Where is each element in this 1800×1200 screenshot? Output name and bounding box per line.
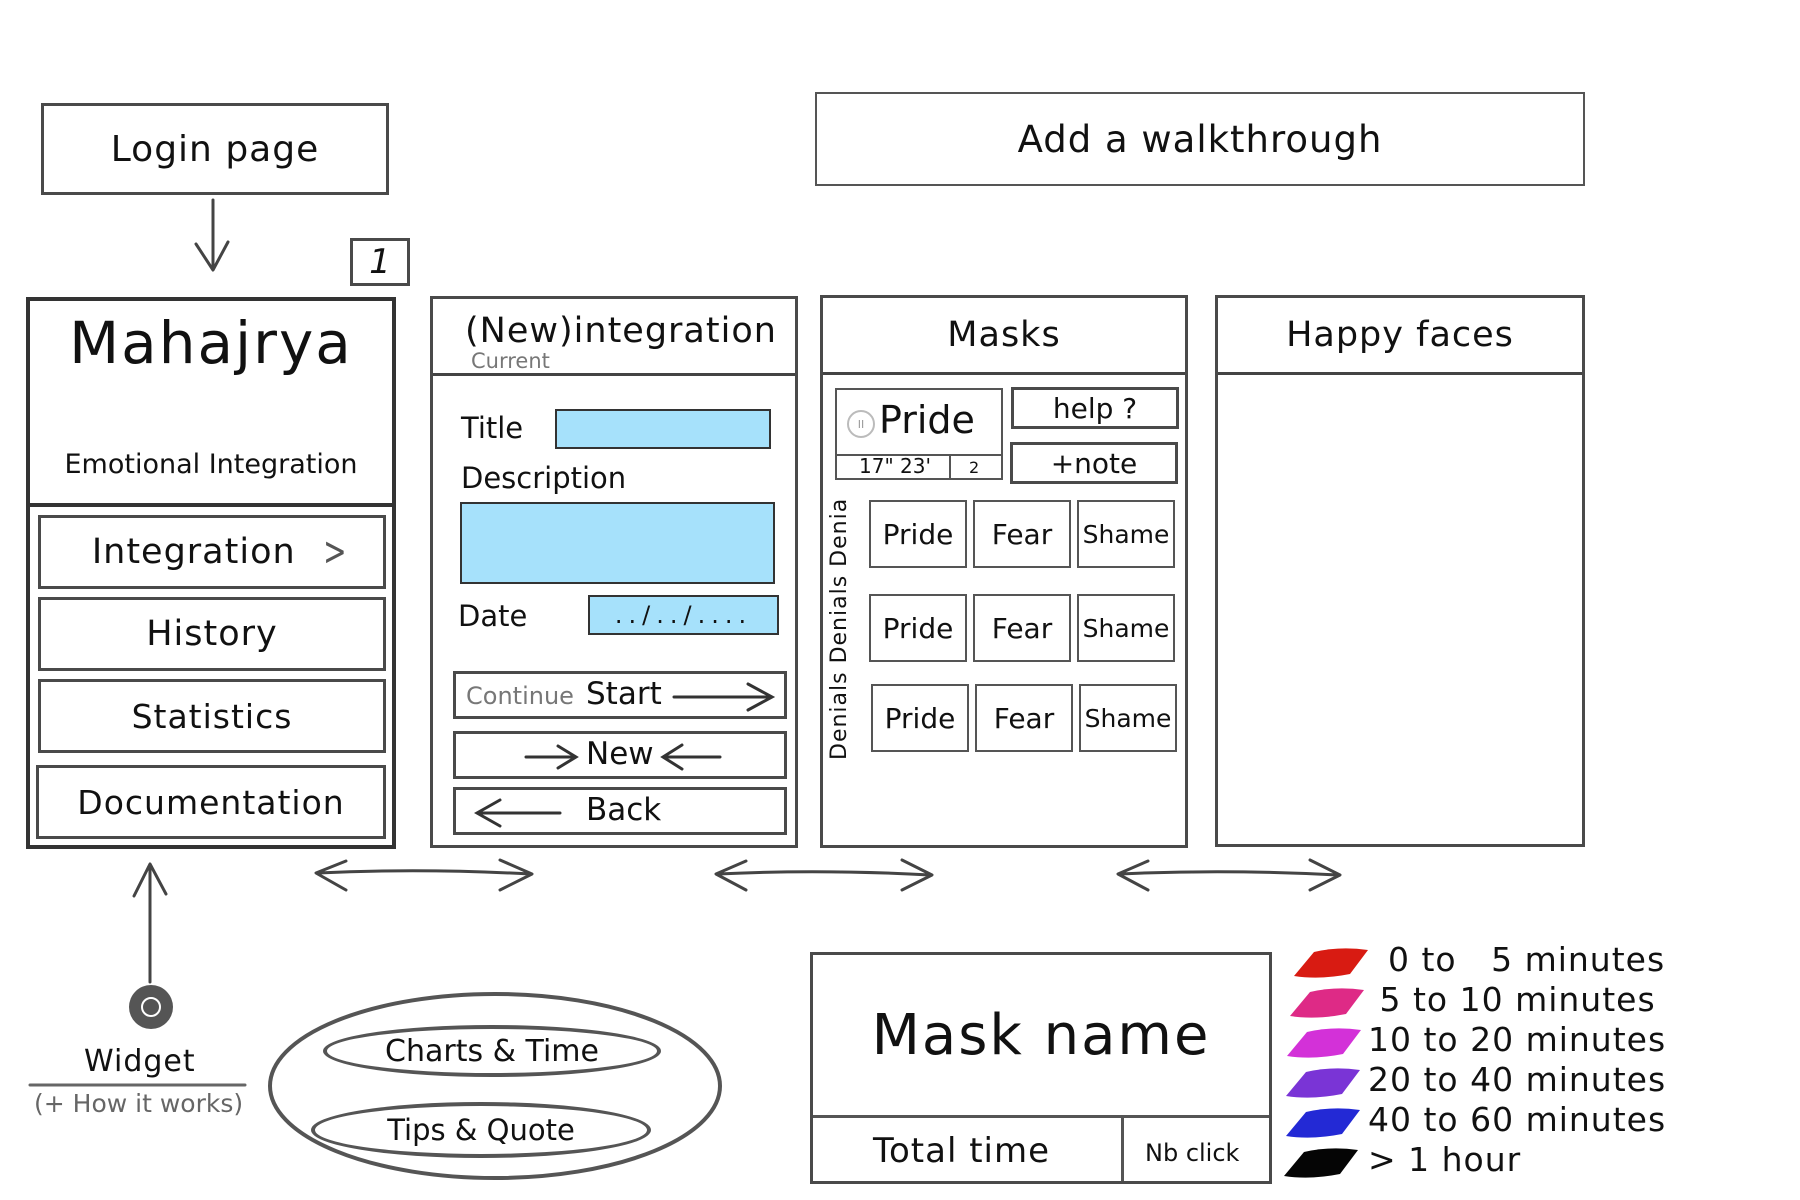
legend-swatch	[1287, 1028, 1361, 1058]
title-input[interactable]	[555, 409, 771, 449]
arrow-right-icon	[672, 680, 776, 718]
app-subtitle: Emotional Integration	[64, 449, 358, 480]
mask-pride-button[interactable]: Pride	[869, 594, 967, 662]
menu-item-history[interactable]: History	[38, 597, 386, 671]
chevron-right-icon: >	[322, 529, 348, 575]
description-input[interactable]	[460, 502, 775, 584]
integration-title-prefix: (New)	[465, 311, 574, 351]
widget-label: Widget	[84, 1044, 196, 1079]
new-label: New	[586, 736, 654, 772]
app-name: Mahajrya	[69, 309, 353, 377]
legend-swatch	[1286, 1108, 1360, 1138]
current-mask-panel: II Pride 17" 23' 2	[835, 388, 1003, 480]
arrow-right-icon	[524, 740, 580, 778]
arrow-left-icon	[473, 796, 564, 834]
continue-label: Continue	[466, 682, 574, 710]
add-walkthrough-box[interactable]: Add a walkthrough	[815, 92, 1585, 186]
masks-header: Masks	[823, 298, 1185, 375]
legend-swatch	[1284, 1148, 1358, 1178]
home-header: Mahajrya Emotional Integration	[30, 301, 392, 507]
denials-side-label: Denials Denials Denials	[827, 498, 852, 760]
mask-timer: 17" 23'	[859, 454, 931, 478]
nb-click-label: Nb click	[1145, 1139, 1240, 1167]
mask-shame-button[interactable]: Shame	[1079, 684, 1177, 752]
back-label: Back	[586, 792, 662, 828]
integration-title: integration	[573, 311, 777, 351]
description-label: Description	[461, 461, 627, 495]
add-walkthrough-label: Add a walkthrough	[1017, 117, 1383, 161]
menu-item-integration[interactable]: Integration >	[38, 515, 386, 589]
home-screen: Mahajrya Emotional Integration Integrati…	[26, 297, 396, 849]
new-button[interactable]: New	[453, 731, 787, 779]
widget-option-charts-time[interactable]: Charts & Time	[323, 1025, 661, 1077]
arrow-up-icon	[132, 862, 168, 984]
title-label: Title	[461, 411, 524, 445]
pause-icon[interactable]: II	[847, 410, 875, 438]
help-button[interactable]: help ?	[1011, 387, 1179, 429]
mask-card: Mask name Total time Nb click	[810, 952, 1272, 1184]
integration-screen: (New)integration Current Title Descripti…	[430, 296, 798, 848]
back-button[interactable]: Back	[453, 787, 787, 835]
total-time-label: Total time	[873, 1131, 1051, 1171]
mask-shame-button[interactable]: Shame	[1077, 594, 1175, 662]
legend-swatch	[1286, 1068, 1360, 1098]
menu-item-statistics[interactable]: Statistics	[38, 679, 386, 753]
login-page-box: Login page	[41, 103, 389, 195]
date-input[interactable]: ../../....	[588, 595, 779, 635]
mask-fear-button[interactable]: Fear	[973, 594, 1071, 662]
add-note-button[interactable]: +note	[1010, 442, 1178, 484]
mask-card-name: Mask name	[813, 955, 1269, 1118]
arrow-left-icon	[660, 740, 724, 778]
legend-swatch	[1294, 948, 1368, 978]
mask-pride-button[interactable]: Pride	[869, 500, 967, 568]
integration-title-alt: Current	[471, 349, 550, 373]
mask-fear-button[interactable]: Fear	[975, 684, 1073, 752]
legend-swatches	[1284, 948, 1368, 1178]
happy-faces-screen: Happy faces	[1215, 295, 1585, 847]
mask-fear-button[interactable]: Fear	[973, 500, 1071, 568]
happy-faces-header: Happy faces	[1218, 298, 1582, 375]
start-button[interactable]: Continue Start	[453, 671, 787, 719]
mask-click-count: 2	[969, 458, 980, 477]
arrow-down-icon	[194, 198, 230, 272]
double-arrow-icon	[1116, 858, 1342, 892]
integration-header: (New)integration Current	[433, 299, 795, 376]
mask-pride-button[interactable]: Pride	[871, 684, 969, 752]
date-label: Date	[458, 599, 528, 633]
legend-swatch	[1290, 988, 1364, 1018]
widget-option-tips-quote[interactable]: Tips & Quote	[311, 1102, 651, 1158]
double-arrow-icon	[714, 858, 934, 892]
widget-knob-icon	[129, 985, 173, 1029]
widget-sublabel: (+ How it works)	[34, 1089, 244, 1118]
masks-screen: Masks II Pride 17" 23' 2 help ? +note De…	[820, 295, 1188, 848]
double-arrow-icon	[314, 858, 534, 892]
login-page-label: Login page	[110, 128, 320, 170]
mask-shame-button[interactable]: Shame	[1077, 500, 1175, 568]
screen-number-badge: 1	[350, 238, 410, 286]
current-mask-name: Pride	[879, 398, 975, 442]
menu-item-documentation[interactable]: Documentation	[36, 765, 386, 839]
start-label: Start	[586, 676, 662, 712]
